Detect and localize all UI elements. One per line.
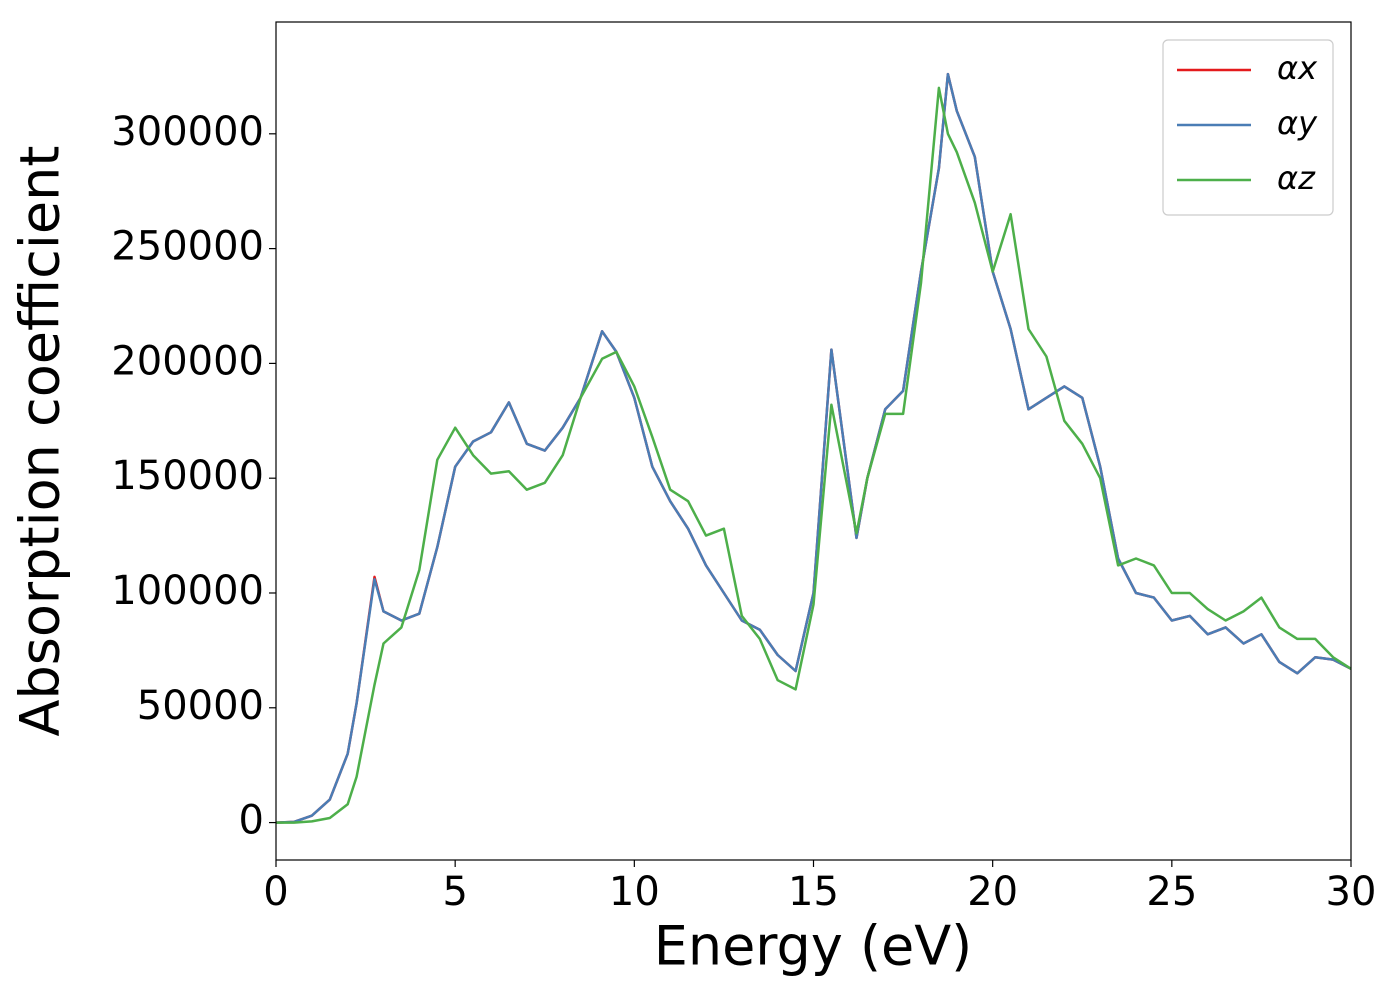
legend-label: αy [1277, 104, 1318, 142]
y-tick-label: 200000 [111, 338, 264, 384]
x-axis-label: Energy (eV) [654, 915, 973, 978]
y-tick-label: 250000 [111, 224, 264, 270]
legend-box [1162, 39, 1334, 216]
x-tick-label: 10 [609, 869, 660, 915]
y-tick-label: 0 [239, 798, 264, 844]
y-tick-label: 300000 [111, 109, 264, 155]
plot-frame [275, 21, 1352, 861]
y-tick-label: 100000 [111, 568, 264, 614]
y-tick-label: 50000 [137, 683, 264, 729]
x-tick-label: 0 [263, 869, 288, 915]
x-tick-label: 30 [1326, 869, 1377, 915]
y-axis-label: Absorption coefficient [9, 146, 72, 737]
y-tick-label: 150000 [111, 453, 264, 499]
x-tick-label: 5 [442, 869, 467, 915]
legend-label: αx [1277, 49, 1318, 87]
x-tick-label: 15 [788, 869, 839, 915]
series-line [276, 86, 1352, 824]
legend-label: αz [1277, 159, 1316, 197]
x-tick-label: 25 [1146, 869, 1197, 915]
x-tick-label: 20 [967, 869, 1018, 915]
